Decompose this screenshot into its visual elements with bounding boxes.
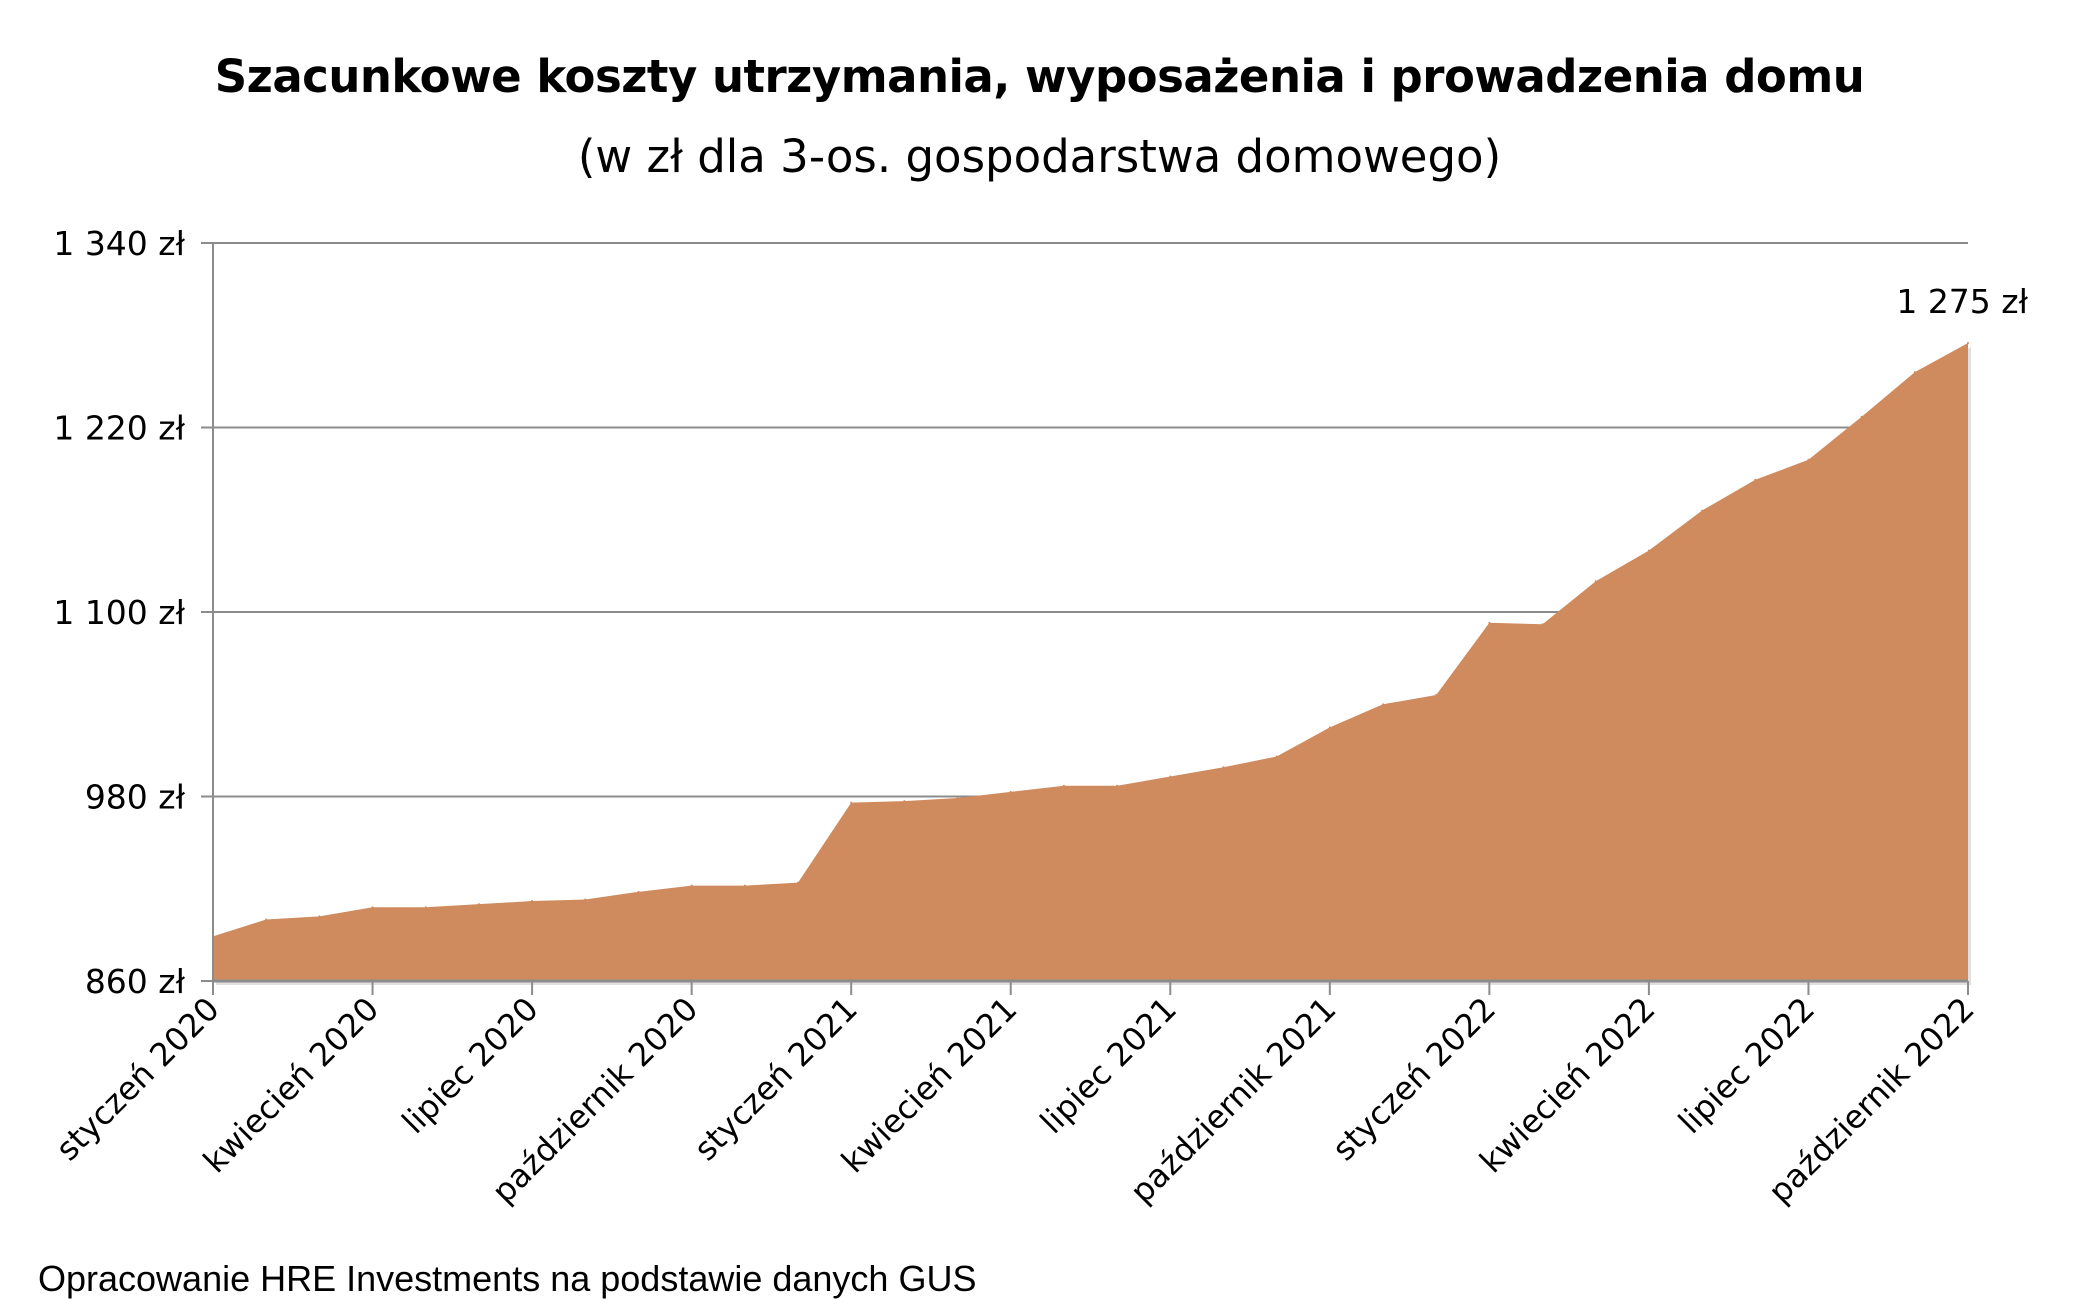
data-point (956, 797, 959, 800)
data-point (1488, 621, 1491, 624)
x-tick-label: styczeń 2022 (1325, 990, 1503, 1168)
data-point (265, 918, 268, 921)
data-point (1647, 549, 1650, 552)
x-tick-label: styczeń 2021 (687, 990, 865, 1168)
data-point (584, 898, 587, 901)
data-point (1435, 694, 1438, 697)
data-point (637, 890, 640, 893)
y-tick-label: 1 340 zł (53, 224, 185, 263)
x-tick-label: lipiec 2021 (1033, 990, 1184, 1141)
data-point (477, 903, 480, 906)
data-point (318, 915, 321, 918)
y-tick-label: 1 100 zł (53, 593, 185, 632)
data-point (1328, 726, 1331, 729)
data-point (1701, 509, 1704, 512)
x-tick-label: styczeń 2020 (48, 990, 226, 1168)
chart-title: Szacunkowe koszty utrzymania, wyposażeni… (214, 50, 1865, 103)
data-point (531, 900, 534, 903)
data-point (371, 906, 374, 909)
y-tick-label: 980 zł (85, 778, 186, 817)
data-point (1913, 371, 1916, 374)
data-point (850, 801, 853, 804)
data-point (1754, 478, 1757, 481)
data-point (1541, 623, 1544, 626)
data-label: 1 275 zł (1896, 282, 2028, 321)
data-point (743, 884, 746, 887)
data-point (690, 884, 693, 887)
data-point (1009, 790, 1012, 793)
source-footnote: Opracowanie HRE Investments na podstawie… (38, 1258, 977, 1299)
data-point (1275, 755, 1278, 758)
data-point (1860, 415, 1863, 418)
y-tick-label: 860 zł (85, 962, 186, 1001)
area-series (213, 342, 1968, 981)
data-point (1382, 703, 1384, 706)
data-point (1062, 784, 1065, 787)
data-point (1594, 580, 1597, 583)
x-tick-label: lipiec 2020 (395, 990, 546, 1141)
data-point (797, 881, 799, 884)
data-point (1222, 766, 1225, 769)
chart-subtitle: (w zł dla 3-os. gospodarstwa domowego) (577, 130, 1502, 183)
x-tick-label: lipiec 2022 (1671, 990, 1822, 1141)
data-point (903, 800, 906, 803)
y-tick-label: 1 220 zł (53, 409, 185, 448)
data-point (1116, 784, 1119, 787)
data-point (1807, 458, 1810, 461)
data-point (1169, 775, 1172, 778)
data-point (1967, 341, 1969, 344)
data-point (424, 906, 427, 909)
